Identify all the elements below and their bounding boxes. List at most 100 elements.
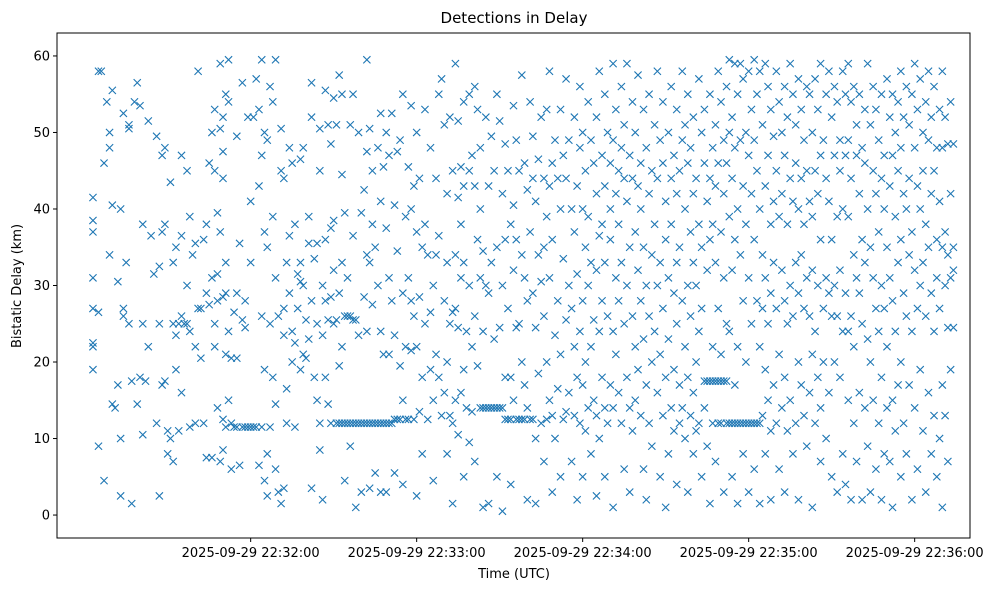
data-point-marker <box>777 266 786 275</box>
data-point-marker <box>260 476 269 485</box>
data-point-marker <box>177 312 186 321</box>
data-point-marker <box>800 411 808 420</box>
data-point-marker <box>94 308 103 317</box>
data-point-marker <box>877 174 886 183</box>
data-point-marker <box>119 312 128 321</box>
data-point-marker <box>498 507 507 516</box>
data-point-marker <box>523 185 532 194</box>
data-point-marker <box>321 235 330 244</box>
data-point-marker <box>863 442 872 451</box>
data-point-marker <box>376 327 385 336</box>
data-point-marker <box>268 97 277 106</box>
data-point-marker <box>841 480 850 489</box>
data-point-marker <box>205 300 214 309</box>
data-point-marker <box>711 120 720 129</box>
data-point-marker <box>501 235 510 244</box>
data-point-marker <box>219 113 227 122</box>
data-point-marker <box>722 319 731 328</box>
data-point-marker <box>780 296 789 305</box>
data-point-marker <box>755 204 764 213</box>
data-point-marker <box>658 97 667 106</box>
data-point-marker <box>838 204 847 213</box>
data-point-marker <box>257 423 266 432</box>
data-point-marker <box>733 204 742 213</box>
data-point-marker <box>935 197 944 206</box>
data-point-marker <box>877 495 886 504</box>
data-point-marker <box>235 239 244 248</box>
data-point-marker <box>622 59 631 68</box>
data-point-marker <box>562 174 571 183</box>
data-point-marker <box>606 380 615 389</box>
data-point-marker <box>376 197 385 206</box>
data-point-marker <box>860 258 869 267</box>
data-point-marker <box>476 143 485 152</box>
data-point-marker <box>946 189 955 198</box>
data-point-marker <box>512 323 521 332</box>
data-point-marker <box>830 82 839 91</box>
data-point-marker <box>210 166 219 175</box>
data-point-marker <box>368 166 377 175</box>
data-point-marker <box>108 201 117 210</box>
data-point-marker <box>672 480 681 489</box>
data-point-marker <box>160 377 169 386</box>
data-point-marker <box>631 128 640 137</box>
data-point-marker <box>429 396 438 405</box>
data-point-marker <box>169 457 178 466</box>
data-point-marker <box>271 465 280 474</box>
data-point-marker <box>631 396 640 405</box>
data-point-marker <box>874 327 883 336</box>
data-point-marker <box>761 59 770 68</box>
data-point-marker <box>443 449 452 458</box>
data-point-marker <box>337 258 346 267</box>
data-point-marker <box>465 166 474 175</box>
data-point-marker <box>185 423 194 432</box>
data-point-marker <box>448 499 457 508</box>
data-point-marker <box>780 82 789 91</box>
data-point-marker <box>495 403 504 412</box>
data-point-marker <box>310 254 319 263</box>
data-point-marker <box>343 312 352 321</box>
data-point-marker <box>697 128 706 137</box>
data-point-marker <box>592 491 601 500</box>
data-point-marker <box>432 250 441 259</box>
data-point-marker <box>645 312 654 321</box>
data-point-marker <box>387 419 396 428</box>
data-point-marker <box>526 415 535 424</box>
data-point-marker <box>459 365 468 374</box>
data-point-marker <box>935 105 944 114</box>
data-point-marker <box>741 128 750 137</box>
data-point-marker <box>819 304 828 313</box>
data-point-marker <box>531 323 540 332</box>
data-point-marker <box>600 258 609 267</box>
data-point-marker <box>335 71 344 80</box>
data-point-marker <box>235 461 244 470</box>
data-point-marker <box>852 151 861 160</box>
data-point-marker <box>586 342 595 351</box>
data-point-marker <box>578 472 587 481</box>
data-point-marker <box>786 281 795 290</box>
data-point-marker <box>412 491 421 500</box>
data-point-marker <box>266 82 275 91</box>
data-point-marker <box>570 227 579 236</box>
data-point-marker <box>545 273 554 282</box>
data-point-marker <box>216 59 225 68</box>
data-point-marker <box>440 296 449 305</box>
data-point-marker <box>733 90 742 99</box>
data-point-marker <box>415 174 424 183</box>
data-point-marker <box>116 491 125 500</box>
data-point-marker <box>797 380 806 389</box>
data-point-marker <box>456 162 465 171</box>
data-point-marker <box>921 312 930 321</box>
data-point-marker <box>669 426 678 435</box>
data-point-marker <box>221 423 230 432</box>
data-point-marker <box>891 327 900 336</box>
data-point-marker <box>398 480 407 489</box>
data-point-marker <box>199 419 208 428</box>
data-point-marker <box>636 411 645 420</box>
data-point-marker <box>758 120 767 129</box>
data-point-marker <box>907 495 916 504</box>
data-point-marker <box>545 182 554 191</box>
data-point-marker <box>927 113 936 122</box>
data-point-marker <box>548 235 557 244</box>
data-point-marker <box>639 243 648 252</box>
